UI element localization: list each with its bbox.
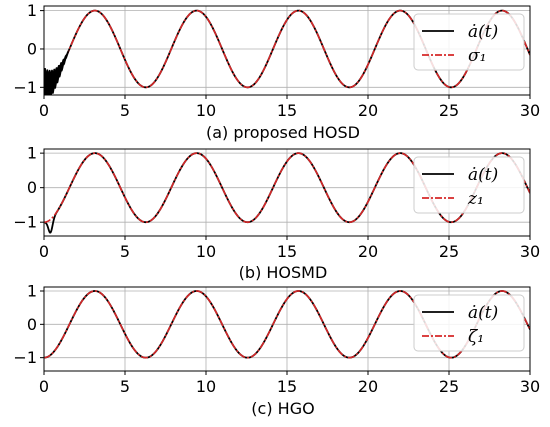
legend-label: z₁	[467, 189, 484, 209]
legend-label: ζ₁	[468, 327, 484, 347]
legend-label: ȧ(t)	[468, 22, 498, 42]
series-line-2	[44, 152, 530, 223]
y-tick-label: 1	[27, 144, 37, 163]
x-tick-label: 15	[277, 242, 297, 261]
y-tick-label: −1	[13, 213, 37, 232]
legend-label: ȧ(t)	[468, 165, 498, 185]
legend-label: ȧ(t)	[468, 303, 498, 323]
x-tick-label: 15	[277, 101, 297, 120]
x-tick-label: 30	[520, 377, 540, 396]
legend-label: σ₁	[468, 46, 486, 66]
series-line-2	[44, 9, 530, 89]
x-tick-label: 10	[196, 377, 216, 396]
subplot-caption: (a) proposed HOSD	[206, 123, 360, 142]
subplot-caption: (b) HOSMD	[239, 263, 328, 282]
x-tick-label: 30	[520, 242, 540, 261]
series-line-2	[44, 290, 530, 359]
x-tick-label: 10	[196, 242, 216, 261]
legend: ȧ(t) z₁	[413, 156, 525, 214]
y-tick-label: −1	[13, 348, 37, 367]
x-tick-label: 25	[439, 377, 459, 396]
legend: ȧ(t) ζ₁	[413, 294, 525, 352]
legend-box	[413, 156, 525, 214]
legend-box	[413, 294, 525, 352]
x-tick-label: 25	[439, 101, 459, 120]
y-tick-label: 1	[27, 1, 37, 20]
x-tick-label: 10	[196, 101, 216, 120]
subplot-caption: (c) HGO	[251, 399, 314, 418]
y-tick-label: −1	[13, 78, 37, 97]
x-tick-label: 20	[358, 101, 378, 120]
y-tick-label: 0	[27, 315, 37, 334]
x-tick-label: 15	[277, 377, 297, 396]
legend: ȧ(t) σ₁	[413, 13, 525, 71]
x-tick-label: 0	[39, 377, 49, 396]
x-tick-label: 30	[520, 101, 540, 120]
y-tick-label: 0	[27, 39, 37, 58]
x-tick-label: 20	[358, 242, 378, 261]
y-tick-label: 0	[27, 178, 37, 197]
x-tick-label: 0	[39, 242, 49, 261]
x-tick-label: 25	[439, 242, 459, 261]
x-tick-label: 5	[120, 377, 130, 396]
x-tick-label: 5	[120, 101, 130, 120]
x-tick-label: 5	[120, 242, 130, 261]
x-tick-label: 20	[358, 377, 378, 396]
x-tick-label: 0	[39, 101, 49, 120]
chatter-transient	[44, 50, 69, 95]
y-tick-label: 1	[27, 282, 37, 301]
legend-box	[413, 13, 525, 71]
